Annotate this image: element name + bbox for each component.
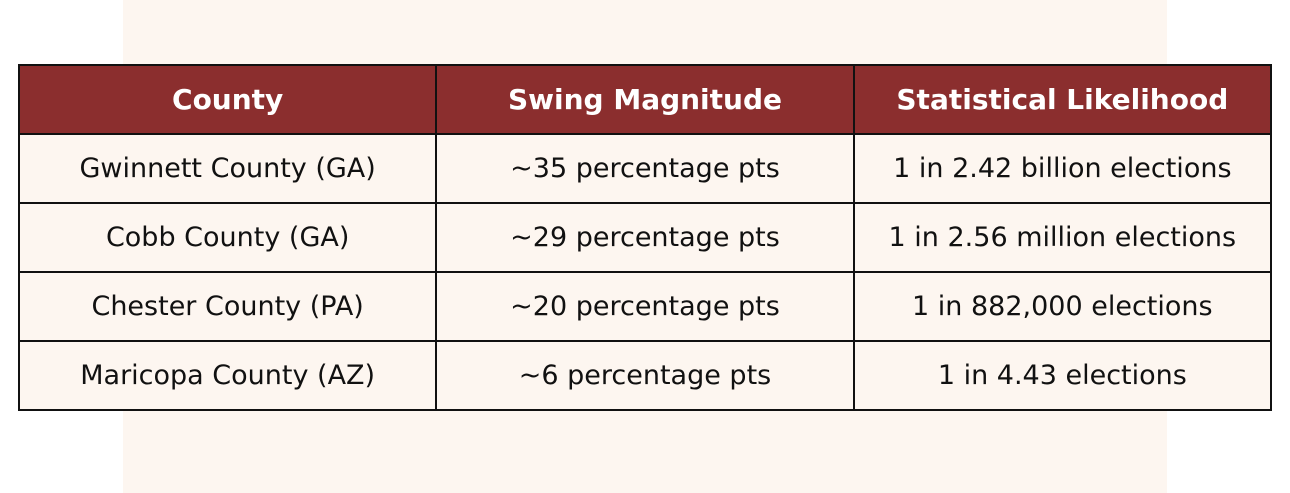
- header-county: County: [17, 64, 438, 135]
- cell-swing-magnitude: ~29 percentage pts: [435, 202, 855, 273]
- cell-statistical-likelihood: 1 in 4.43 elections: [852, 340, 1273, 411]
- cell-statistical-likelihood: 1 in 2.56 million elections: [852, 202, 1273, 273]
- cell-swing-magnitude: ~20 percentage pts: [435, 271, 855, 342]
- cell-statistical-likelihood: 1 in 882,000 elections: [852, 271, 1273, 342]
- cell-county: Chester County (PA): [17, 271, 438, 342]
- table-row: Cobb County (GA) ~29 percentage pts 1 in…: [17, 202, 1273, 273]
- header-row: County Swing Magnitude Statistical Likel…: [17, 64, 1273, 135]
- cell-swing-magnitude: ~6 percentage pts: [435, 340, 855, 411]
- county-swing-table: County Swing Magnitude Statistical Likel…: [17, 64, 1273, 411]
- table-row: Chester County (PA) ~20 percentage pts 1…: [17, 271, 1273, 342]
- cell-county: Maricopa County (AZ): [17, 340, 438, 411]
- cell-county: Gwinnett County (GA): [17, 133, 438, 204]
- header-swing-magnitude: Swing Magnitude: [435, 64, 855, 135]
- cell-county: Cobb County (GA): [17, 202, 438, 273]
- cell-statistical-likelihood: 1 in 2.42 billion elections: [852, 133, 1273, 204]
- table-row: Maricopa County (AZ) ~6 percentage pts 1…: [17, 340, 1273, 411]
- table-row: Gwinnett County (GA) ~35 percentage pts …: [17, 133, 1273, 204]
- cell-swing-magnitude: ~35 percentage pts: [435, 133, 855, 204]
- header-statistical-likelihood: Statistical Likelihood: [852, 64, 1273, 135]
